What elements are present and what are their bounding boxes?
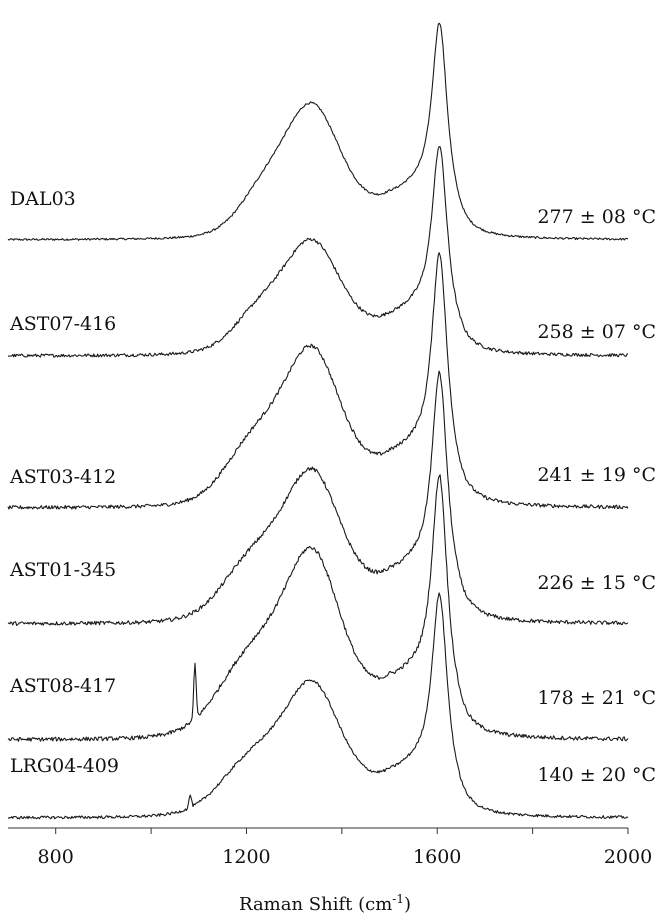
- temperature-label: 241 ± 19 °C: [537, 464, 656, 486]
- x-axis-title: Raman Shift (cm-1): [239, 892, 411, 915]
- spectrum-line-ast07-416: [7, 146, 629, 358]
- spectrum-line-ast08-417: [7, 474, 629, 742]
- spectrum-line-ast03-412: [7, 252, 629, 510]
- sample-label: AST08-417: [9, 675, 116, 697]
- temperature-label: 226 ± 15 °C: [537, 572, 656, 594]
- labels-layer: DAL03 277 ± 08 °C AST07-416 258 ± 07 °C AST0…: [9, 188, 656, 786]
- x-tick-label: 2000: [604, 846, 652, 868]
- temperature-label: 140 ± 20 °C: [537, 764, 656, 786]
- sample-label: AST01-345: [9, 559, 116, 581]
- x-axis: 800 1200 1600 2000: [8, 827, 652, 868]
- temperature-label: 178 ± 21 °C: [537, 687, 656, 709]
- x-axis-title-end: ): [404, 894, 411, 915]
- spectrum-line-dal03: [7, 22, 629, 241]
- x-tick-label: 1200: [222, 846, 270, 868]
- temperature-label: 277 ± 08 °C: [537, 206, 656, 228]
- x-tick-label: 1600: [413, 846, 461, 868]
- sample-label: AST03-412: [9, 466, 116, 488]
- spectrum-line-ast01-345: [7, 370, 629, 626]
- sample-label: LRG04-409: [10, 755, 119, 777]
- sample-label: AST07-416: [9, 313, 116, 335]
- x-tick-label: 800: [38, 846, 74, 868]
- spectra-layer: [7, 22, 629, 820]
- spectrum-line-lrg04-409: [7, 592, 629, 820]
- sample-label: DAL03: [10, 188, 76, 210]
- x-axis-title-text: Raman Shift (cm: [239, 894, 392, 915]
- x-axis-title-superscript: -1: [392, 892, 404, 906]
- temperature-label: 258 ± 07 °C: [537, 321, 656, 343]
